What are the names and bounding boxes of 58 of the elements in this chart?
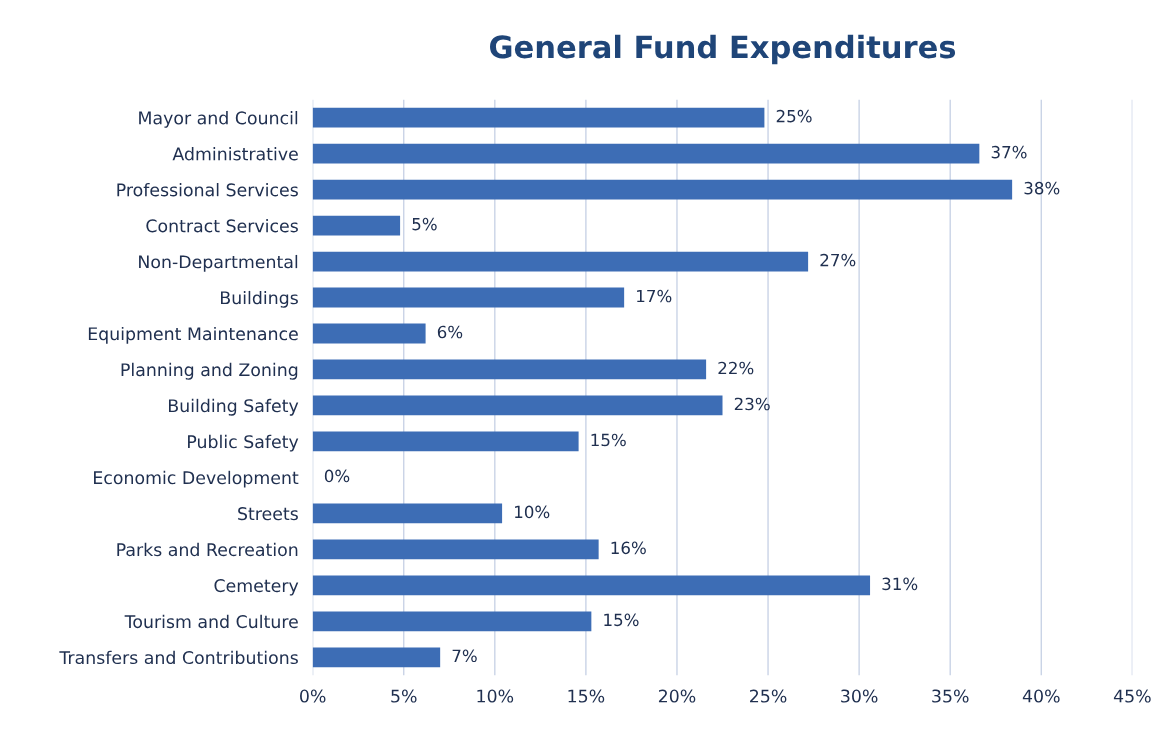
bar — [312, 287, 625, 308]
bar — [312, 323, 426, 344]
y-tick-label: Non-Departmental — [139, 254, 298, 272]
bar — [312, 575, 871, 596]
x-tick-label: 0% — [300, 689, 326, 703]
data-label: 15% — [591, 433, 626, 447]
bar — [312, 611, 592, 632]
bar — [312, 179, 1013, 200]
bar — [312, 431, 579, 452]
y-tick-label: Equipment Maintenance — [88, 326, 298, 344]
data-label: 37% — [991, 145, 1027, 159]
x-tick-label: 15% — [568, 689, 605, 703]
data-label: 27% — [820, 253, 856, 267]
data-label: 31% — [882, 577, 918, 591]
bar — [312, 395, 723, 416]
data-label: 6% — [437, 325, 463, 339]
data-label: 25% — [776, 109, 812, 123]
y-tick-label: Contract Services — [146, 218, 298, 233]
bar — [312, 107, 765, 128]
bar — [312, 647, 441, 668]
bar — [312, 251, 809, 272]
data-label: 16% — [611, 541, 646, 555]
bar — [312, 215, 401, 236]
data-label: 5% — [412, 217, 437, 231]
x-tick-label: 35% — [932, 689, 969, 703]
bar — [312, 359, 707, 380]
y-tick-label: Building Safety — [168, 398, 299, 416]
y-tick-label: Economic Development — [94, 470, 299, 488]
bar — [312, 143, 980, 164]
data-label: 10% — [515, 505, 550, 519]
y-tick-label: Streets — [238, 507, 298, 521]
x-tick-label: 25% — [750, 689, 787, 703]
y-tick-label: Professional Services — [117, 182, 298, 197]
x-tick-label: 20% — [658, 689, 696, 703]
x-tick-label: 40% — [1022, 689, 1060, 703]
bar — [312, 503, 503, 524]
y-tick-label: Planning and Zoning — [121, 362, 298, 380]
x-tick-label: 45% — [1113, 689, 1151, 703]
data-label: 22% — [718, 361, 754, 375]
bar — [312, 539, 599, 560]
y-tick-label: Tourism and Culture — [124, 614, 298, 629]
y-tick-label: Administrative — [172, 147, 298, 161]
chart-title: General Fund Expenditures — [490, 34, 956, 65]
data-label: 0% — [324, 469, 350, 483]
data-label: 23% — [734, 397, 770, 411]
data-label: 7% — [452, 649, 477, 663]
y-tick-label: Cemetery — [214, 579, 299, 596]
x-tick-label: 10% — [477, 689, 514, 703]
x-tick-label: 30% — [841, 689, 878, 703]
y-tick-label: Parks and Recreation — [117, 542, 298, 557]
x-tick-label: 5% — [391, 689, 417, 703]
y-tick-label: Mayor and Council — [139, 111, 298, 128]
y-tick-label: Public Safety — [188, 434, 299, 452]
data-label: 15% — [604, 613, 639, 627]
data-label: 17% — [637, 289, 672, 303]
y-tick-label: Transfers and Contributions — [59, 650, 298, 665]
data-label: 38% — [1024, 181, 1060, 195]
y-tick-label: Buildings — [221, 290, 298, 308]
